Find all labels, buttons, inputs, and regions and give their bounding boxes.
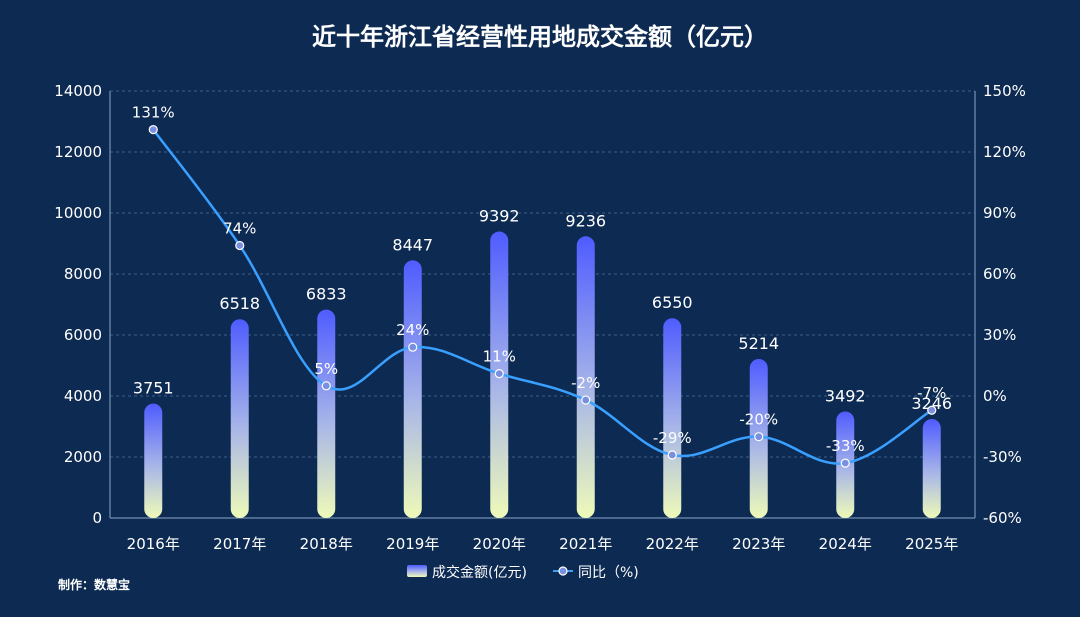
line-value-label: -29%: [653, 429, 692, 447]
line-point[interactable]: [148, 125, 158, 135]
y-left-tick-label: 12000: [54, 143, 102, 161]
bar[interactable]: [576, 236, 595, 518]
y-right-tick-label: -60%: [983, 509, 1022, 527]
line-value-label: 74%: [223, 220, 256, 238]
y-right-tick-label: 30%: [983, 326, 1016, 344]
y-left-tick-label: 4000: [64, 387, 102, 405]
bar-value-label: 9392: [479, 207, 520, 226]
bar-value-label: 6550: [652, 293, 693, 312]
line-value-label: 5%: [314, 360, 338, 378]
x-tick-label: 2021年: [559, 535, 612, 553]
x-axis: 2016年 2017年 2018年 2019年 2020年 2021年 2022年 2023年…: [110, 517, 975, 553]
bar-value-label: 3246: [911, 394, 952, 413]
y-left-tick-label: 10000: [54, 204, 102, 222]
bar-value-label: 5214: [738, 334, 779, 353]
y-axis-right: -60% -30% 0% 30% 60% 90% 120% 150%: [974, 82, 1026, 527]
bar[interactable]: [403, 260, 422, 518]
y-left-tick-label: 14000: [54, 82, 102, 100]
y-right-tick-label: 90%: [983, 204, 1016, 222]
credit-text: 制作：数慧宝: [58, 577, 130, 592]
line-value-label: -33%: [826, 437, 865, 455]
chart-title: 近十年浙江省经营性用地成交金额（亿元）: [312, 23, 768, 51]
y-left-tick-label: 2000: [64, 448, 102, 466]
bar-value-label: 3492: [825, 386, 866, 405]
line-point[interactable]: [667, 450, 677, 460]
line-value-label: -2%: [571, 374, 600, 392]
line-point[interactable]: [408, 342, 418, 352]
line-value-labels: 131% 74% 5% 24% 11% -2% -29% -20% -33% -7%: [132, 104, 947, 455]
x-tick-label: 2017年: [213, 535, 266, 553]
y-right-tick-label: 60%: [983, 265, 1016, 283]
line-point[interactable]: [754, 432, 764, 442]
y-left-tick-label: 6000: [64, 326, 102, 344]
line-point[interactable]: [321, 381, 331, 391]
x-tick-label: 2023年: [732, 535, 785, 553]
x-tick-label: 2016年: [127, 535, 180, 553]
line-value-label: 11%: [483, 348, 516, 366]
line-point[interactable]: [494, 369, 504, 379]
x-tick-label: 2020年: [473, 535, 526, 553]
x-tick-label: 2019年: [386, 535, 439, 553]
line-point[interactable]: [235, 240, 245, 251]
y-right-tick-label: 150%: [983, 82, 1026, 100]
bar-value-label: 3751: [133, 379, 174, 398]
x-tick-label: 2025年: [905, 535, 958, 553]
y-left-tick-label: 0: [92, 509, 102, 527]
bar[interactable]: [230, 319, 249, 518]
x-tick-label: 2022年: [646, 535, 699, 553]
x-tick-label: 2024年: [819, 535, 872, 553]
legend[interactable]: 成交金额(亿元) 同比（%): [407, 564, 639, 581]
x-tick-label: 2018年: [300, 535, 353, 553]
line-series: [148, 125, 937, 468]
y-right-tick-label: 0%: [983, 387, 1007, 405]
y-right-tick-label: -30%: [983, 448, 1022, 466]
bar[interactable]: [922, 418, 941, 518]
legend-bar-label[interactable]: 成交金额(亿元): [432, 564, 527, 581]
bar-series: [144, 231, 941, 518]
bar[interactable]: [663, 318, 682, 518]
line-value-label: -20%: [739, 411, 778, 429]
bar[interactable]: [317, 309, 336, 518]
legend-line-label[interactable]: 同比（%): [578, 565, 639, 581]
line-value-label: 131%: [132, 104, 175, 122]
line-point[interactable]: [840, 458, 850, 468]
bar-value-label: 6518: [219, 294, 260, 313]
line-value-label: -7%: [917, 384, 946, 402]
legend-line-marker[interactable]: [558, 566, 568, 576]
bar[interactable]: [144, 403, 163, 518]
line-point[interactable]: [927, 405, 937, 415]
bar-value-labels: 3751 6518 6833 8447 9392 9236 6550 5214 3492 3246: [133, 207, 952, 413]
line-path: [152, 128, 933, 465]
y-right-tick-label: 120%: [983, 143, 1026, 161]
bar-value-label: 9236: [565, 211, 606, 230]
grid-lines: [110, 90, 975, 458]
y-axis-left: 0 2000 4000 6000 8000 10000 12000 14000: [54, 82, 111, 527]
bar-value-label: 6833: [306, 285, 347, 304]
line-value-label: 24%: [396, 321, 429, 339]
bar-value-label: 8447: [392, 235, 433, 254]
legend-bar-swatch[interactable]: [407, 565, 427, 577]
y-left-tick-label: 8000: [64, 265, 102, 283]
line-point[interactable]: [581, 395, 591, 405]
